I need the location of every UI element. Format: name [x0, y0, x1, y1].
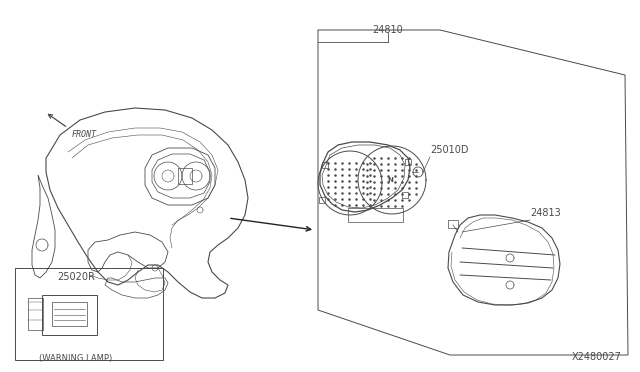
- Bar: [52, 302, 87, 326]
- Bar: [28, 298, 43, 330]
- Bar: [348, 208, 403, 222]
- Text: 24813: 24813: [530, 208, 561, 218]
- Text: 24810: 24810: [372, 25, 403, 35]
- Bar: [319, 197, 325, 203]
- Text: X2480027: X2480027: [572, 352, 622, 362]
- Text: (WARNING LAMP): (WARNING LAMP): [40, 354, 113, 363]
- Bar: [178, 168, 192, 184]
- Text: FRONT: FRONT: [72, 130, 97, 139]
- Bar: [42, 295, 97, 335]
- Text: 25010D: 25010D: [430, 145, 468, 155]
- Bar: [448, 220, 458, 228]
- Text: N: N: [387, 177, 393, 183]
- Bar: [322, 162, 328, 168]
- Bar: [402, 192, 408, 198]
- Bar: [405, 159, 411, 165]
- Text: 25020R: 25020R: [57, 272, 95, 282]
- Bar: [15, 268, 163, 360]
